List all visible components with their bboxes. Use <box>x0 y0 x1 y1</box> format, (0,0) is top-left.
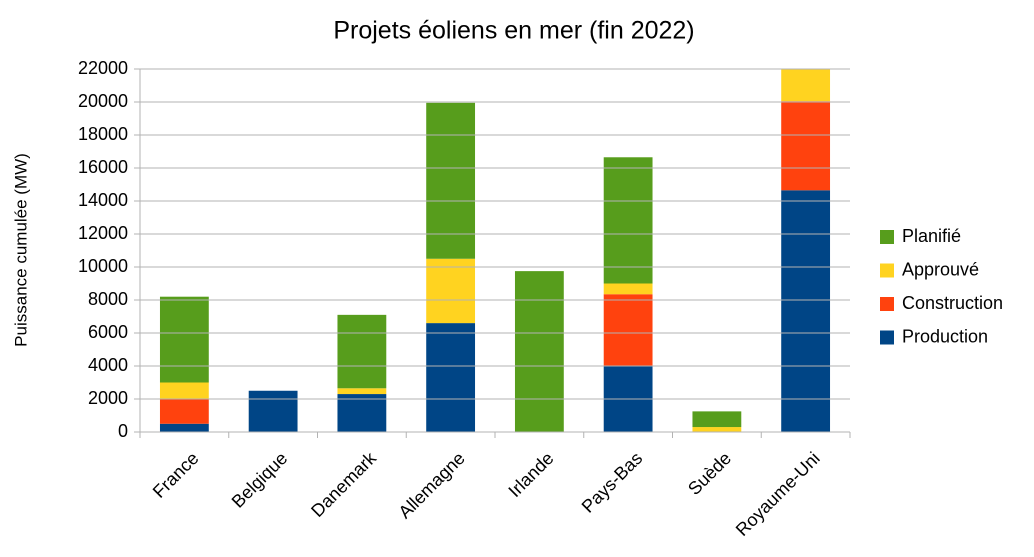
bar-segment <box>426 102 476 259</box>
y-tick-label: 10000 <box>78 256 128 276</box>
y-tick-label: 20000 <box>78 91 128 111</box>
legend-swatch <box>880 263 894 278</box>
y-tick-label: 14000 <box>78 190 128 210</box>
y-tick-label: 6000 <box>88 322 128 342</box>
bar-segment <box>337 314 387 389</box>
bar-segment <box>159 382 209 399</box>
y-axis-title: Puissance cumulée (MW) <box>11 153 30 347</box>
y-tick-label: 0 <box>118 421 128 441</box>
y-tick-label: 12000 <box>78 223 128 243</box>
bar-segment <box>426 323 476 432</box>
legend-label: Approuvé <box>902 259 979 279</box>
y-tick-label: 18000 <box>78 124 128 144</box>
legend-swatch <box>880 230 894 244</box>
bar-segment <box>781 101 831 191</box>
x-tick-label: Danemark <box>307 447 381 521</box>
y-tick-label: 2000 <box>88 388 128 408</box>
x-tick-label: Irlande <box>504 448 557 501</box>
legend-label: Production <box>902 326 988 346</box>
legend-swatch <box>880 330 894 345</box>
bar-segment <box>159 296 209 383</box>
x-tick-label: France <box>149 448 203 502</box>
bar-segment <box>337 394 387 432</box>
bar-segment <box>159 399 209 424</box>
bar-segment <box>603 157 653 284</box>
legend-label: Construction <box>902 293 1003 313</box>
x-tick-label: Allemagne <box>395 448 469 522</box>
bar-segment <box>781 190 831 432</box>
x-tick-label: Pays-Bas <box>578 448 647 517</box>
y-tick-label: 22000 <box>78 58 128 78</box>
bar-segment <box>337 388 387 395</box>
chart-title: Projets éoliens en mer (fin 2022) <box>333 17 694 45</box>
legend-label: Planifié <box>902 226 961 246</box>
bar-segment <box>248 390 298 432</box>
x-tick-label: Belgique <box>228 448 292 512</box>
y-tick-label: 4000 <box>88 355 128 375</box>
bar-segment <box>514 271 564 432</box>
bar-segment <box>603 294 653 366</box>
y-tick-label: 16000 <box>78 157 128 177</box>
bar-segment <box>603 283 653 295</box>
bars <box>159 69 831 432</box>
bar-segment <box>426 258 476 324</box>
x-tick-label: Suède <box>684 448 735 499</box>
y-tick-label: 8000 <box>88 289 128 309</box>
bar-segment <box>692 427 742 432</box>
x-tick-label: Royaume-Uni <box>732 448 824 540</box>
bar-segment <box>781 69 831 102</box>
legend-swatch <box>880 297 894 311</box>
bar-segment <box>692 411 742 428</box>
bar-segment <box>159 423 209 432</box>
